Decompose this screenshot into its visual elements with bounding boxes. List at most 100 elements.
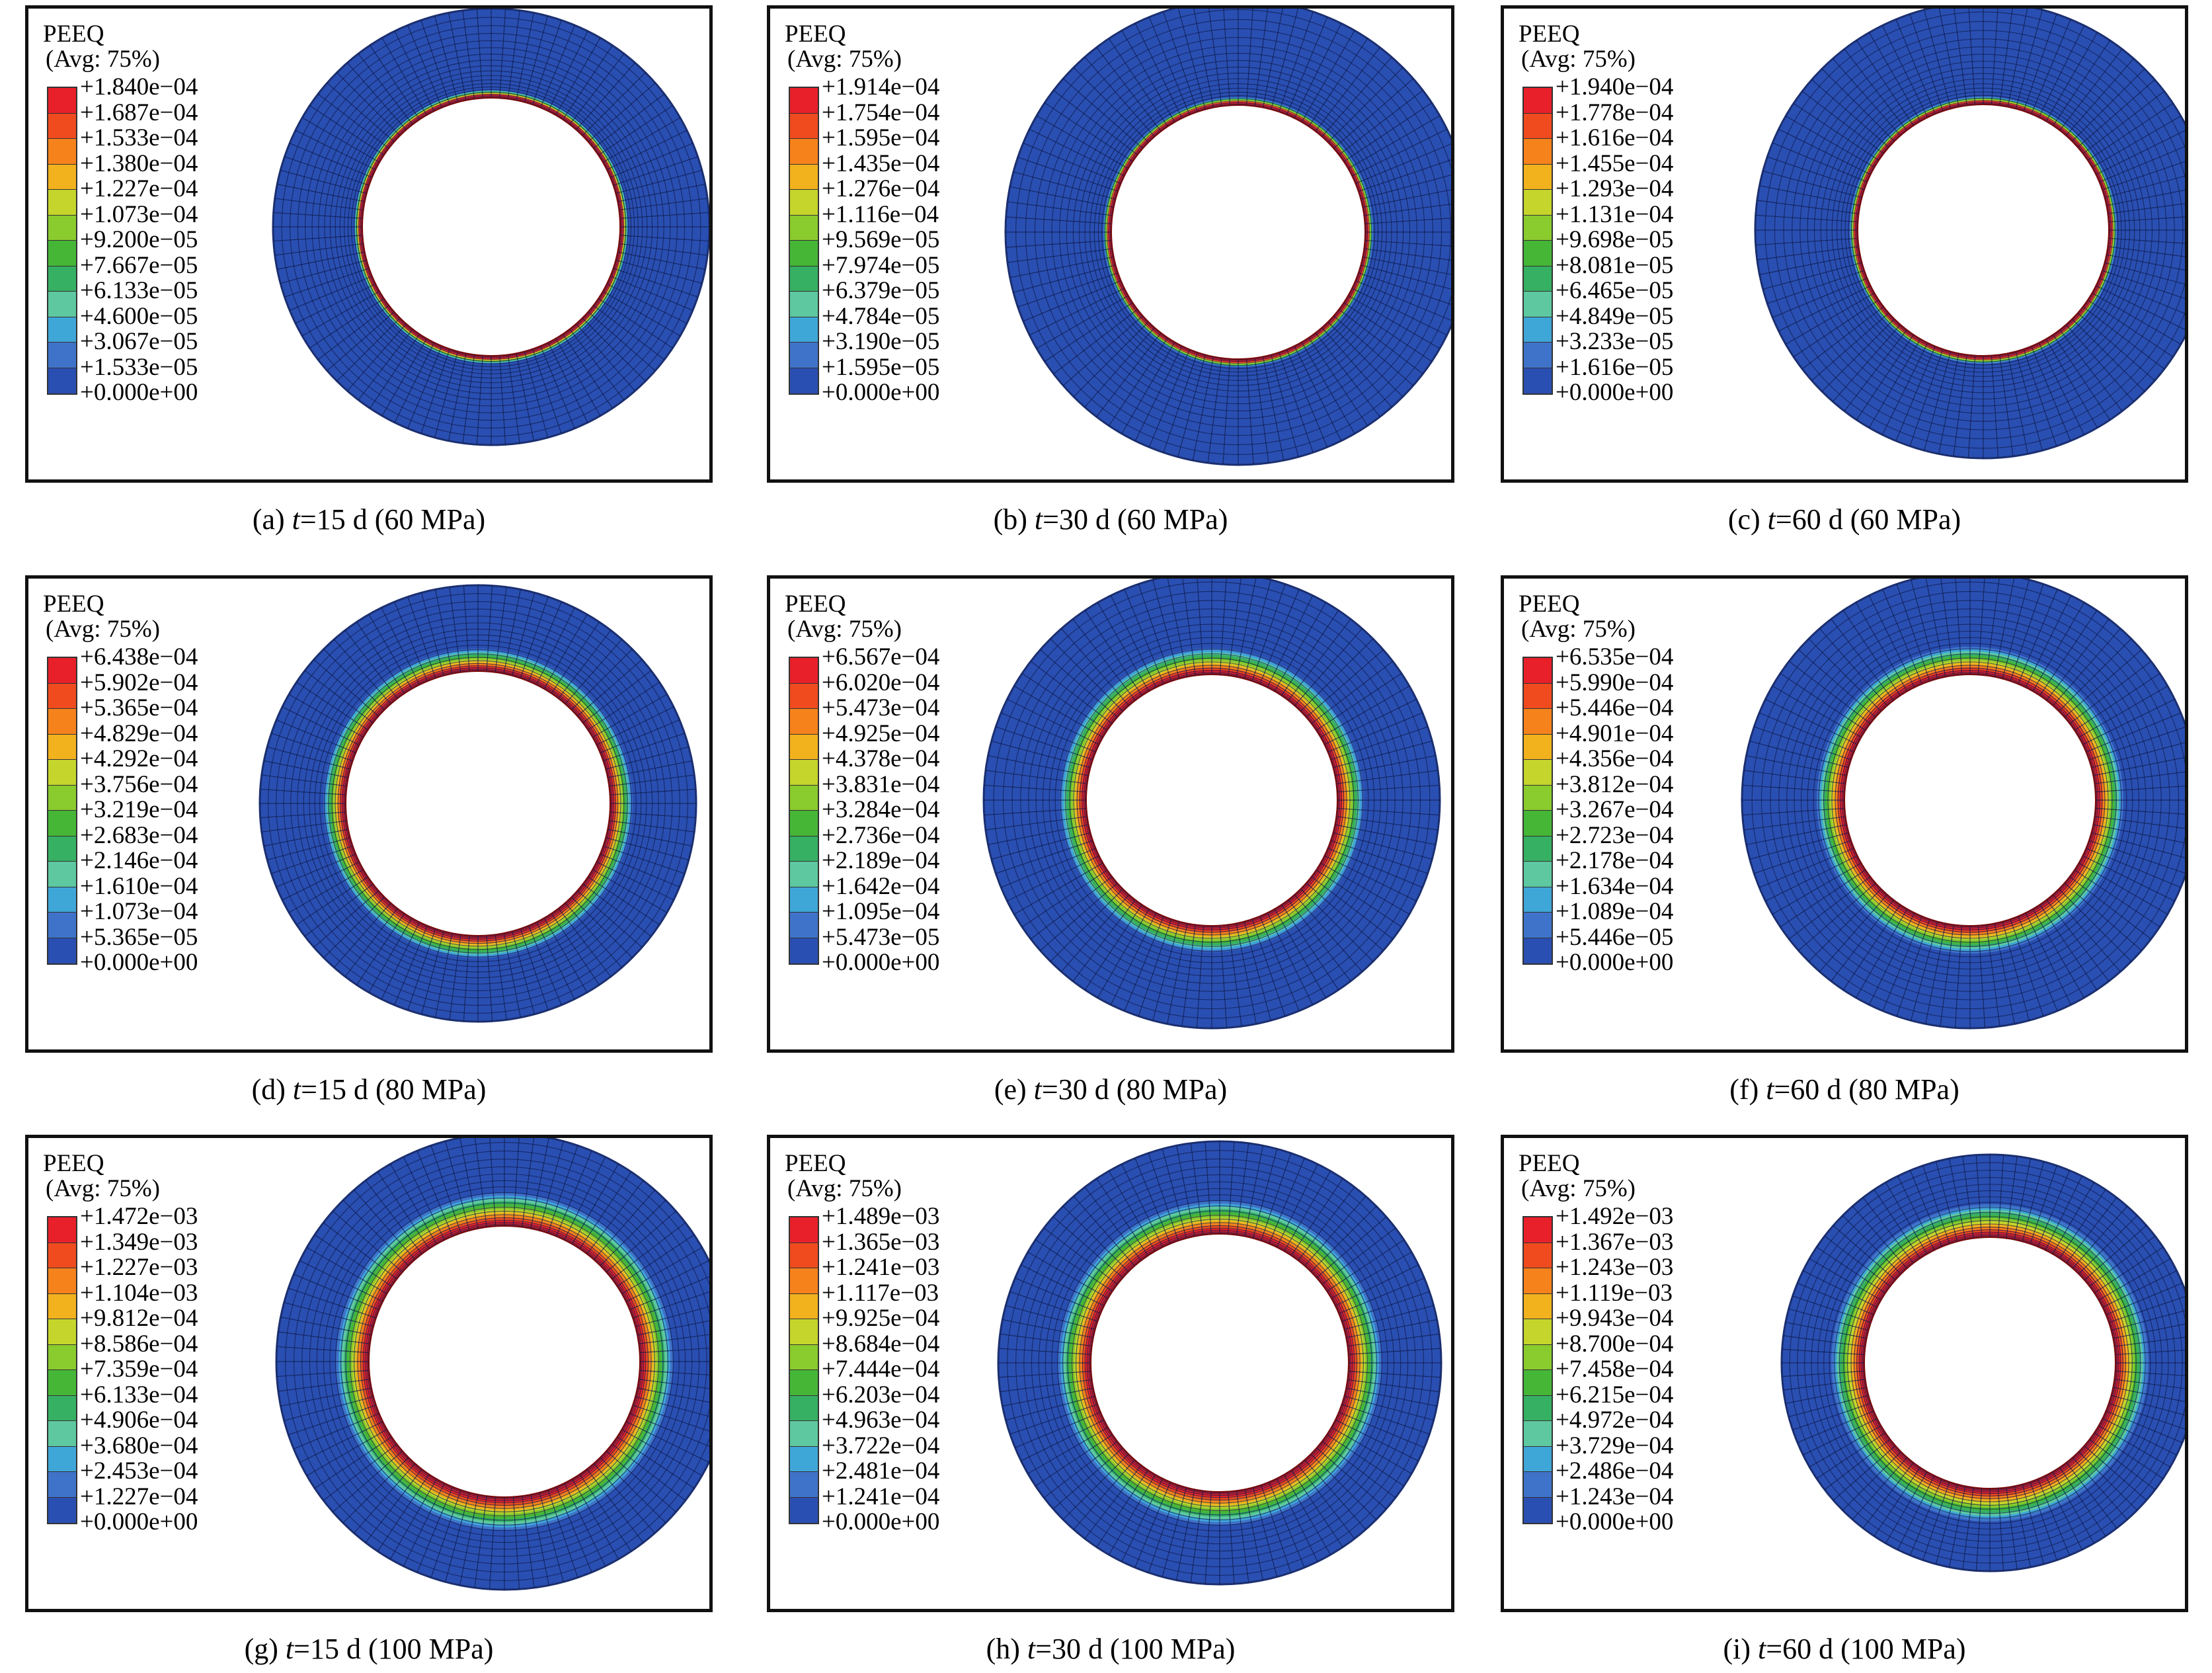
color-swatch: [48, 760, 76, 786]
mesh-line: [1084, 56, 1155, 138]
mesh-line: [1363, 256, 1451, 275]
mesh-line: [2038, 343, 2085, 435]
mesh-line: [530, 1138, 549, 1229]
mesh-line: [1053, 309, 1138, 374]
mesh-line: [1337, 784, 1440, 793]
mesh-circle: [1823, 653, 2117, 947]
mesh-circle: [324, 60, 658, 394]
color-swatch: [790, 1395, 818, 1421]
color-swatch: [1524, 913, 1552, 938]
mesh-line: [539, 1492, 564, 1582]
mesh-line: [637, 1387, 709, 1403]
mesh-line: [1833, 324, 1901, 402]
mesh-line: [1310, 1205, 1377, 1272]
mesh-line: [2052, 1471, 2095, 1544]
color-swatch: [48, 709, 76, 735]
mesh-line: [1259, 589, 1300, 684]
legend-value: +6.215e−04: [1556, 1381, 1674, 1408]
caption-label: (g): [244, 1633, 278, 1665]
caption-time-value: =60 d: [1766, 1633, 1834, 1665]
legend-value: +7.458e−04: [1556, 1356, 1674, 1383]
mesh-line: [407, 24, 442, 108]
mesh-circle: [364, 1221, 645, 1502]
mesh-line: [1746, 755, 1847, 776]
mesh-line: [342, 1457, 409, 1524]
mesh-line: [1251, 918, 1286, 1016]
legend-title: PEEQ: [785, 20, 846, 48]
mesh-line: [512, 592, 535, 676]
mesh-line: [2106, 1282, 2183, 1315]
mesh-line: [609, 774, 695, 787]
mesh-line: [2058, 888, 2132, 962]
mesh-line: [1896, 584, 1930, 682]
mesh-line: [2086, 712, 2181, 753]
mesh-line: [2015, 9, 2043, 109]
mesh-line: [625, 1260, 709, 1302]
mesh-line: [512, 1138, 520, 1227]
mesh-line: [991, 832, 1091, 860]
color-swatch: [1524, 266, 1552, 292]
legend-value: +0.000e+00: [1556, 949, 1674, 976]
mesh-line: [295, 130, 376, 171]
mesh-line: [1108, 337, 1168, 427]
mesh-circle: [1860, 1233, 2119, 1492]
mesh-circle: [1831, 78, 2135, 382]
mesh-line: [608, 829, 692, 846]
mesh-line: [1793, 102, 1879, 161]
mesh-line: [1281, 610, 1339, 696]
legend-labels: +6.567e−04 +6.020e−04 +5.473e−04 +4.925e−04…: [822, 644, 940, 976]
legend-value: +6.133e−05: [80, 277, 198, 304]
mesh-line: [524, 16, 548, 102]
mesh-line: [1986, 579, 2000, 676]
mesh-line: [555, 1487, 592, 1572]
mesh-line: [615, 259, 702, 284]
mesh-circle: [350, 86, 632, 368]
mesh-line: [1300, 638, 1374, 712]
mesh-line: [520, 928, 549, 1010]
mesh-line: [2072, 1205, 2128, 1269]
mesh-line: [1842, 610, 1901, 696]
color-bar: [1522, 657, 1553, 965]
panel-caption: (a) t=15 d (60 MPa): [25, 503, 713, 536]
legend-value: +3.284e−04: [822, 796, 940, 823]
mesh-line: [2031, 346, 2071, 441]
mesh-line: [1222, 358, 1231, 465]
mesh-line: [1759, 848, 1854, 888]
plot-frame: PEEQ (Avg: 75%) +6.567e−04 +6.020e−04 +5.473…: [767, 575, 1454, 1053]
mesh-circle: [1774, 20, 2185, 440]
mesh-line: [1754, 726, 1852, 760]
mesh-line: [1322, 56, 1392, 138]
legend-value: +1.293e−04: [1556, 175, 1674, 202]
mesh-line: [1749, 832, 1849, 860]
legend-subtitle: (Avg: 75%): [46, 46, 160, 73]
caption-time-symbol: t: [1758, 1633, 1766, 1665]
color-swatch: [48, 292, 76, 317]
color-swatch: [48, 190, 76, 216]
mesh-line: [1335, 1264, 1419, 1307]
mesh-line: [381, 37, 428, 116]
color-swatch: [790, 913, 818, 938]
mesh-line: [1244, 579, 1271, 679]
mesh-line: [486, 585, 493, 672]
legend-value: +4.292e−04: [80, 745, 198, 772]
mesh-line: [1819, 628, 1888, 706]
legend-value: +7.359e−04: [80, 1356, 198, 1383]
mesh-line: [1274, 602, 1327, 692]
legend-value: +1.116e−04: [822, 200, 939, 228]
mesh-line: [1000, 1379, 1092, 1393]
mesh-line: [1327, 67, 1403, 143]
mesh-line: [1021, 1264, 1105, 1307]
mesh-line: [421, 592, 444, 676]
legend-value: +1.243e−04: [1556, 1483, 1674, 1510]
mesh-line: [1782, 1370, 1865, 1377]
mesh-line: [280, 1317, 372, 1336]
color-swatch: [790, 164, 818, 190]
color-swatch: [1524, 836, 1552, 862]
contour-ring: [275, 1138, 709, 1591]
legend-value: +0.000e+00: [822, 1508, 940, 1535]
legend-value: +1.241e−03: [822, 1254, 940, 1281]
mesh-line: [1975, 1155, 1983, 1238]
mesh-circle: [1799, 46, 2167, 414]
color-swatch: [48, 164, 76, 190]
mesh-line: [1029, 128, 1125, 177]
